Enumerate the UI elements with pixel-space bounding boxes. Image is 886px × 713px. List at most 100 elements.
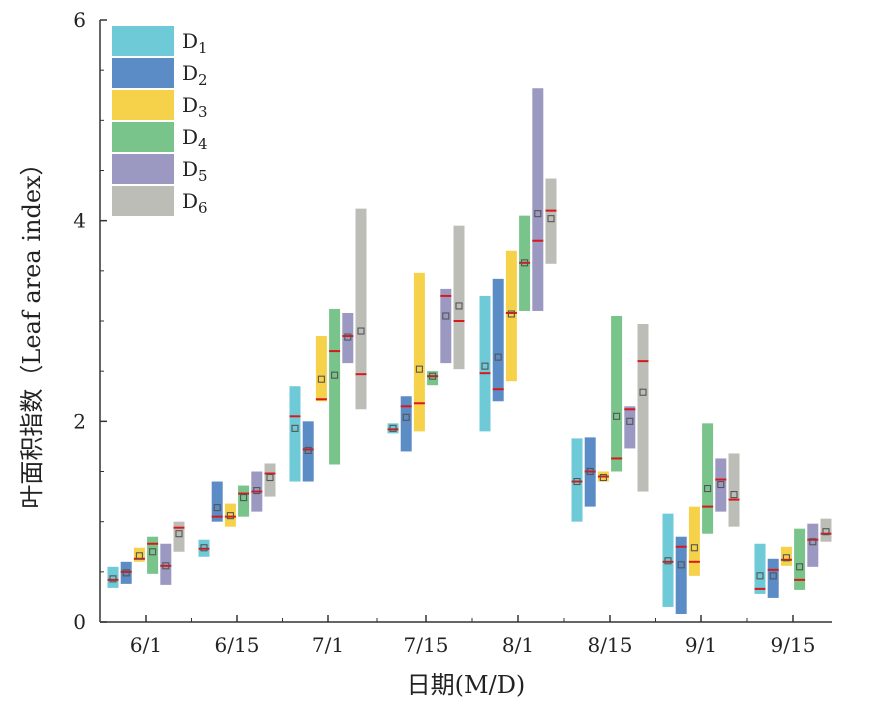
mean-marker — [226, 512, 234, 520]
mean-marker — [730, 491, 738, 499]
box-d1-8-15 — [571, 438, 583, 522]
x-tick-label: 7/15 — [404, 633, 449, 657]
mean-marker — [429, 372, 437, 380]
y-tick-label: 0 — [73, 610, 86, 634]
mean-marker — [357, 327, 365, 335]
mean-marker — [796, 563, 804, 571]
box-d1-7-15 — [387, 423, 399, 434]
mean-marker — [782, 554, 790, 562]
box-d3-6-1 — [133, 547, 145, 562]
mean-marker — [717, 480, 725, 489]
legend-swatch-d3 — [112, 90, 174, 120]
x-axis-title: 日期(M/D) — [407, 671, 526, 699]
x-tick-label: 8/1 — [502, 633, 534, 657]
mean-marker — [690, 544, 698, 552]
box-d3-7-15 — [413, 272, 425, 432]
box-d3-8-1 — [505, 250, 517, 382]
x-tick-label: 9/15 — [771, 633, 816, 657]
legend-label-d3: D3 — [182, 93, 208, 121]
y-axis-title: 叶面积指数（Leaf area index） — [18, 151, 46, 508]
mean-marker — [769, 572, 777, 580]
y-tick-label: 2 — [73, 409, 86, 433]
mean-marker — [822, 528, 830, 536]
box-d5-8-15 — [624, 406, 636, 449]
mean-marker — [240, 494, 248, 502]
mean-marker — [389, 424, 397, 432]
box-d3-6-15 — [224, 503, 236, 527]
box-d6-8-15 — [637, 324, 649, 492]
box-d2-9-1 — [675, 536, 687, 614]
mean-marker — [664, 557, 672, 565]
box-d2-7-1 — [302, 421, 314, 482]
mean-marker — [809, 538, 817, 546]
legend-swatch-d4 — [112, 122, 174, 152]
box-d4-7-15 — [427, 371, 439, 386]
x-tick-label: 8/15 — [588, 633, 633, 657]
mean-marker — [704, 485, 712, 493]
box-d1-6-1 — [107, 566, 119, 588]
mean-marker — [677, 561, 685, 569]
mean-marker — [135, 552, 143, 560]
x-tick-label: 6/1 — [130, 633, 162, 657]
box-d3-7-1 — [315, 336, 327, 402]
box-d6-9-15 — [820, 518, 832, 542]
legend-label-d4: D4 — [182, 125, 208, 153]
legend-label-d2: D2 — [182, 61, 208, 89]
box-d1-9-1 — [662, 513, 674, 607]
box-d5-8-1 — [532, 88, 544, 311]
box-d2-6-1 — [120, 561, 132, 584]
mean-marker — [344, 333, 352, 341]
mean-marker — [175, 530, 183, 538]
mean-marker — [534, 210, 542, 218]
mean-marker — [331, 371, 339, 379]
mean-marker — [162, 562, 170, 570]
box-d2-7-15 — [400, 396, 412, 452]
mean-marker — [507, 310, 515, 318]
mean-marker — [304, 446, 312, 454]
mean-marker — [213, 504, 221, 512]
box-d1-9-15 — [754, 543, 766, 594]
mean-marker — [149, 548, 157, 556]
mean-marker — [521, 259, 529, 267]
mean-marker — [756, 572, 764, 580]
mean-marker — [200, 544, 208, 552]
box-d4-9-1 — [702, 423, 714, 534]
box-d5-9-1 — [715, 458, 727, 512]
legend: D1 D2 D3 D4 D5 D6 — [112, 26, 208, 217]
legend-label-d1: D1 — [182, 29, 208, 57]
box-d4-7-1 — [329, 308, 341, 465]
box-d6-7-1 — [355, 208, 367, 410]
x-tick-label: 7/1 — [312, 633, 344, 657]
mean-marker — [253, 487, 261, 495]
mean-marker — [122, 569, 130, 577]
mean-marker — [639, 388, 647, 396]
box-d4-9-15 — [794, 528, 806, 590]
box-d2-8-1 — [492, 278, 504, 402]
box-d5-6-1 — [160, 543, 172, 585]
box-d6-7-15 — [453, 225, 465, 370]
legend-swatch-d1 — [112, 26, 174, 56]
mean-marker — [266, 473, 274, 482]
mean-marker — [613, 412, 621, 420]
mean-marker — [494, 353, 502, 361]
x-tick-label: 9/1 — [685, 633, 717, 657]
legend-swatch-d6 — [112, 186, 174, 216]
mean-marker — [573, 477, 581, 486]
legend-label-d5: D5 — [182, 157, 208, 185]
mean-marker — [481, 362, 489, 370]
mean-marker — [455, 302, 463, 310]
box-d5-7-1 — [342, 312, 354, 364]
box-d3-9-1 — [688, 506, 700, 576]
legend-swatch-d2 — [112, 58, 174, 88]
y-tick-label: 4 — [73, 209, 86, 233]
box-d6-9-1 — [728, 453, 740, 527]
mean-marker — [109, 575, 117, 583]
mean-marker — [415, 365, 423, 373]
mean-marker — [626, 417, 634, 425]
mean-marker — [547, 215, 555, 223]
box-d1-7-1 — [289, 386, 301, 482]
mean-marker — [317, 375, 325, 383]
mean-marker — [291, 424, 299, 432]
legend-swatch-d5 — [112, 154, 174, 184]
